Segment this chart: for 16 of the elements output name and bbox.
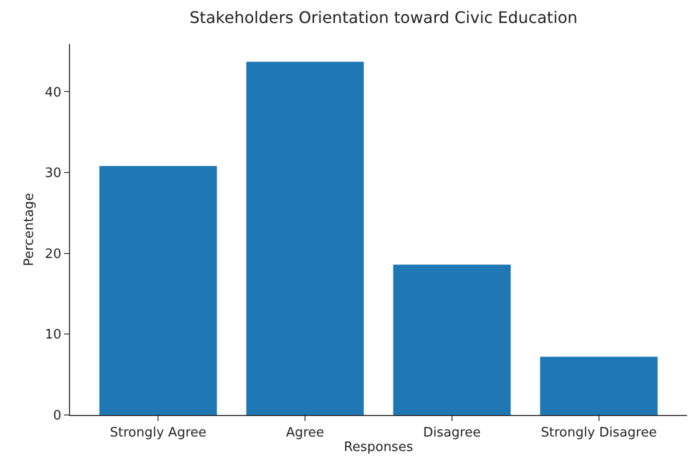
y-axis-title: Percentage: [22, 192, 37, 266]
bar: [246, 62, 364, 415]
x-tick-label: Strongly Agree: [110, 426, 206, 441]
y-tick-label: 40: [44, 85, 62, 100]
y-tick-label: 30: [44, 166, 62, 182]
y-tick-label: 0: [53, 408, 62, 424]
bar: [540, 356, 658, 415]
y-tick-label: 10: [44, 328, 62, 343]
bar: [393, 264, 511, 415]
x-tick-label: Agree: [286, 426, 324, 441]
x-tick-label: Disagree: [423, 426, 481, 441]
x-axis-title: Responses: [344, 440, 414, 456]
x-tick-label: Strongly Disagree: [540, 426, 657, 441]
bar: [99, 166, 217, 415]
chart-title: Stakeholders Orientation toward Civic Education: [189, 8, 578, 27]
y-tick-label: 20: [44, 246, 62, 262]
